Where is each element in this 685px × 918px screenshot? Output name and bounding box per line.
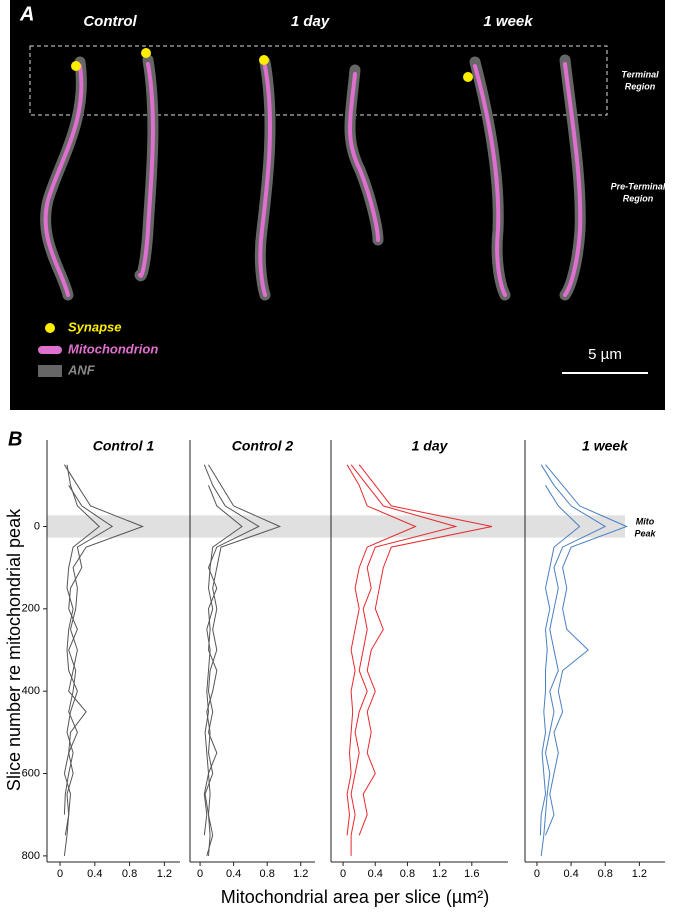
x-tick-label: 0 (534, 868, 540, 880)
chart-title: Control 1 (93, 438, 155, 454)
y-tick-label: 200 (22, 603, 40, 615)
legend-swatch (38, 365, 62, 377)
x-tick-label: 0 (197, 868, 203, 880)
y-tick-label: 0 (34, 520, 40, 532)
trace (206, 464, 282, 857)
x-tick-label: 0.4 (563, 868, 578, 880)
chart-title: 1 week (582, 438, 629, 454)
trace (540, 464, 607, 856)
panel-label: B (8, 428, 22, 450)
chart-title: 1 day (412, 438, 449, 454)
trace (63, 485, 114, 856)
peak-band (47, 515, 625, 538)
x-tick-label: 0 (340, 868, 346, 880)
synapses (71, 48, 473, 82)
legend-label: Synapse (68, 319, 121, 334)
y-axis-label: Slice number re mitochondrial peak (4, 508, 24, 791)
terminal-box (29, 45, 608, 116)
trace (203, 485, 243, 836)
legend-swatch (45, 323, 55, 333)
x-tick-label: 1.2 (293, 868, 308, 880)
scale-label: 5 µm (588, 346, 622, 363)
region-label: Pre-Terminal (611, 181, 666, 191)
group-label: Control (83, 13, 137, 30)
x-tick-label: 0.4 (87, 868, 102, 880)
x-tick-label: 0.8 (400, 868, 415, 880)
x-tick-label: 0.8 (260, 868, 275, 880)
trace (350, 464, 458, 856)
trace (539, 485, 581, 836)
y-tick-label: 600 (22, 767, 40, 779)
trace (358, 464, 493, 836)
peak-label: Peak (634, 528, 656, 538)
trace (63, 464, 145, 836)
trace (203, 464, 260, 856)
legend-swatch (38, 346, 62, 354)
y-tick-label: 800 (22, 850, 40, 862)
x-tick-label: 0.4 (226, 868, 241, 880)
group-label: 1 week (483, 13, 533, 30)
trace (346, 464, 417, 836)
group-label: 1 day (291, 13, 330, 30)
x-tick-label: 0.8 (122, 868, 137, 880)
x-tick-label: 1.2 (157, 868, 172, 880)
y-tick-label: 400 (22, 685, 40, 697)
x-tick-label: 0.8 (598, 868, 613, 880)
region-label: Region (625, 81, 656, 91)
legend-label: ANF (67, 362, 96, 377)
x-tick-label: 1.2 (432, 868, 447, 880)
panel-label: A (19, 3, 34, 25)
legend-label: Mitochondrion (68, 341, 158, 356)
region-label: Region (623, 193, 654, 203)
x-tick-label: 1.6 (464, 868, 479, 880)
x-tick-label: 1.2 (632, 868, 647, 880)
panel-a-background (10, 0, 665, 410)
neurons (40, 54, 586, 301)
x-axis-label: Mitochondrial area per slice (µm²) (221, 887, 489, 907)
x-tick-label: 0.4 (368, 868, 383, 880)
chart-title: Control 2 (232, 438, 294, 454)
trace (63, 464, 100, 815)
region-label: Terminal (621, 69, 659, 79)
peak-label: Mito (636, 516, 655, 526)
trace (545, 464, 628, 836)
x-tick-label: 0 (57, 868, 63, 880)
